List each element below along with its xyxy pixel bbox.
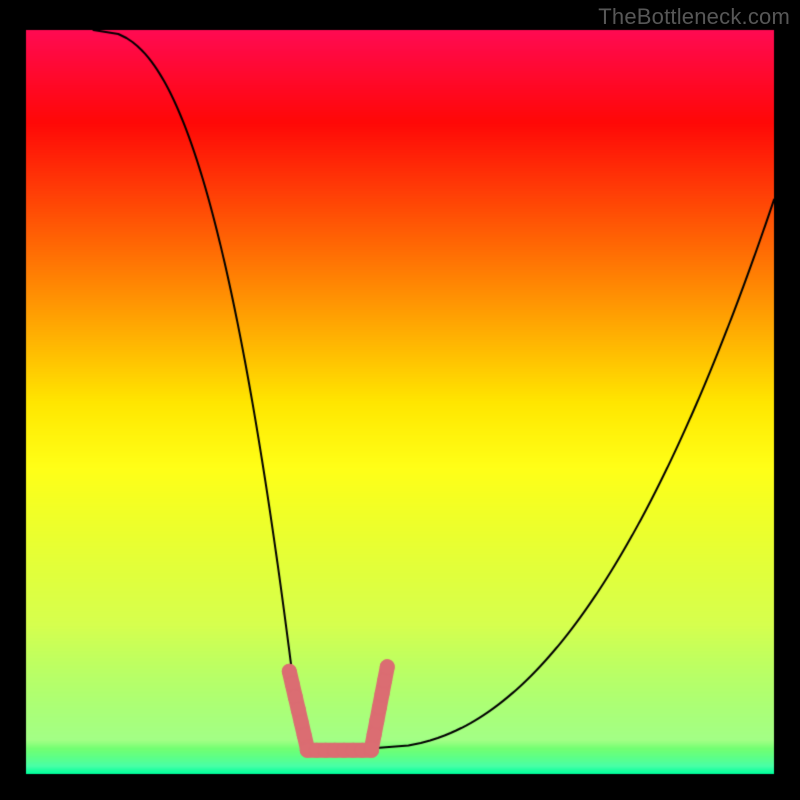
bottleneck-chart-canvas: [0, 0, 800, 800]
watermark-label: TheBottleneck.com: [598, 4, 790, 30]
chart-stage: TheBottleneck.com: [0, 0, 800, 800]
